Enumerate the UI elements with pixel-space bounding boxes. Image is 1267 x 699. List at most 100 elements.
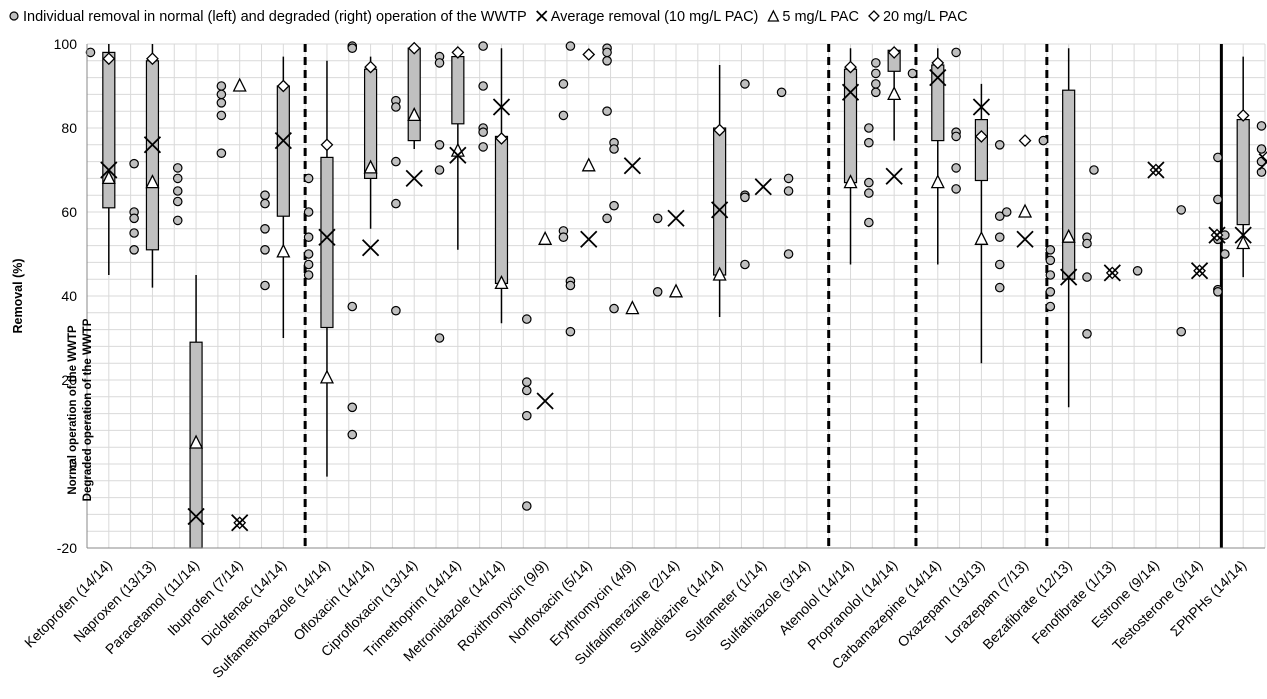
- individual-removal-point: [129, 213, 139, 224]
- average-cross-marker: [143, 136, 162, 154]
- individual-removal-point: [871, 58, 881, 68]
- individual-removal-point: [1213, 194, 1223, 205]
- individual-removal-point: [565, 280, 576, 291]
- individual-removal-point: [602, 213, 612, 224]
- average-cross-marker: [710, 201, 729, 219]
- pac5-triangle-marker: [363, 159, 378, 174]
- individual-removal-point: [783, 249, 794, 259]
- average-cross-marker: [1190, 262, 1209, 280]
- individual-removal-point: [1001, 207, 1012, 217]
- individual-removal-point: [951, 184, 961, 194]
- individual-removal-point: [478, 41, 488, 51]
- average-cross-marker: [492, 98, 511, 116]
- average-cross-marker: [667, 209, 685, 227]
- individual-removal-point: [864, 188, 874, 198]
- average-cross-marker: [754, 178, 772, 196]
- individual-removal-point: [347, 429, 358, 440]
- individual-removal-point: [951, 131, 961, 142]
- individual-removal-point: [216, 148, 227, 158]
- individual-removal-point: [216, 81, 227, 91]
- individual-removal-point: [478, 127, 488, 137]
- extra-marker-group: [1258, 151, 1267, 171]
- individual-removal-point: [558, 79, 569, 89]
- individual-removal-point: [391, 305, 401, 316]
- individual-removal-point: [172, 196, 183, 207]
- pac5-triangle-marker: [974, 230, 989, 245]
- pac5-triangle-marker: [930, 174, 945, 189]
- compound-group: [565, 41, 612, 337]
- individual-removal-point: [1176, 205, 1187, 215]
- average-cross-marker: [318, 228, 336, 246]
- pac20-diamond-marker: [931, 56, 945, 70]
- individual-removal-point: [434, 58, 445, 68]
- individual-removal-point: [609, 200, 619, 211]
- pac20-diamond-marker: [887, 45, 901, 59]
- individual-removal-point: [951, 163, 961, 173]
- average-cross-marker: [361, 239, 380, 257]
- individual-removal-point: [1256, 167, 1267, 177]
- individual-removal-point: [172, 186, 183, 196]
- average-cross-marker: [187, 507, 205, 526]
- average-cross-marker: [972, 98, 991, 116]
- legend-circle-icon: [9, 11, 19, 21]
- pac5-triangle-marker: [625, 300, 640, 315]
- pac20-diamond-marker: [407, 41, 421, 55]
- average-cross-marker: [580, 230, 598, 248]
- pac20-diamond-marker: [451, 45, 465, 59]
- individual-removal-point: [521, 501, 532, 511]
- pac5-triangle-marker: [407, 106, 422, 122]
- compound-group: [1132, 161, 1165, 276]
- average-cross-marker: [536, 392, 554, 410]
- individual-removal-point: [907, 68, 918, 79]
- individual-removal-point: [558, 232, 569, 242]
- box-bar: [1236, 118, 1250, 226]
- compound-group: [710, 65, 729, 317]
- pac20-diamond-marker: [582, 48, 596, 61]
- y-tick-label: -20: [57, 540, 77, 556]
- individual-removal-point: [652, 286, 663, 297]
- individual-removal-point: [1045, 255, 1056, 266]
- legend: Individual removal in normal (left) and …: [9, 9, 968, 25]
- average-cross-marker: [1103, 264, 1121, 282]
- pac5-triangle-marker: [668, 283, 684, 298]
- average-cross-marker: [929, 68, 947, 87]
- pac5-triangle-marker: [319, 369, 335, 384]
- individual-removal-point: [85, 47, 96, 58]
- compound-group: [652, 209, 685, 298]
- individual-removal-point: [1256, 144, 1267, 154]
- box-bar: [974, 118, 989, 182]
- x-tick-label: ΣPhPHs (14/14): [1167, 557, 1249, 639]
- individual-removal-point: [740, 192, 750, 203]
- individual-removal-point: [652, 213, 663, 224]
- individual-removal-point: [951, 47, 961, 58]
- compound-group: [972, 83, 1005, 364]
- y-tick-label: 60: [61, 204, 77, 220]
- box-bar: [276, 85, 290, 217]
- compound-group: [172, 163, 205, 549]
- individual-removal-point: [216, 89, 227, 100]
- individual-removal-point: [602, 55, 612, 66]
- compound-group: [783, 173, 794, 259]
- individual-removal-point: [391, 102, 401, 112]
- individual-removal-point: [303, 173, 314, 184]
- individual-removal-point: [260, 224, 270, 234]
- individual-removal-point: [303, 207, 314, 217]
- individual-removal-point: [303, 259, 314, 270]
- x-tick-label: Ofloxacin (14/14): [290, 557, 377, 644]
- individual-removal-point: [871, 68, 881, 79]
- compound-group: [841, 48, 874, 265]
- individual-removal-point: [260, 245, 270, 255]
- extra-marker-group: [1208, 226, 1226, 244]
- pac5-triangle-marker: [494, 274, 509, 290]
- legend-entry-label: Individual removal in normal (left) and …: [23, 9, 527, 25]
- compound-group: [1089, 165, 1121, 282]
- individual-removal-point: [216, 110, 227, 121]
- group-separators: [303, 44, 1223, 548]
- individual-removal-point: [129, 228, 139, 238]
- compound-group: [391, 41, 423, 316]
- individual-removal-point: [260, 280, 270, 291]
- pac5-triangle-marker: [538, 230, 553, 245]
- average-cross-marker: [1060, 268, 1078, 286]
